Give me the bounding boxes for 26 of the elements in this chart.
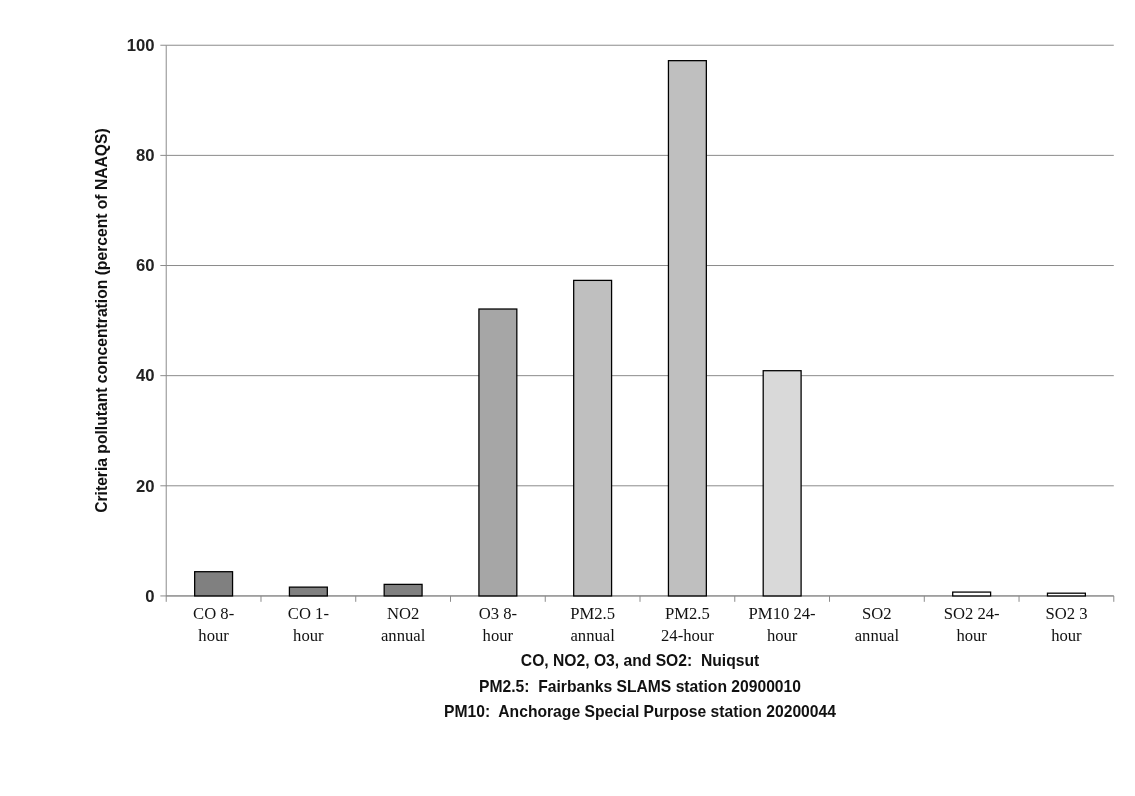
bar [1046,592,1087,597]
y-tick-label: 0 [145,586,155,606]
x-tick-label: NO2 annual [380,604,426,646]
bar [952,591,992,597]
x-tick-label: PM2.5 annual [570,604,616,646]
y-tick-label: 100 [126,36,155,56]
x-tick-label: CO 8-hour [193,604,235,646]
x-tick-label: SO2 3 hour [1045,604,1088,646]
bar [762,370,802,597]
text: CO, NO2, O3, and SO2: Nuiqsut [520,652,760,670]
x-tick-label: PM10 24-hour [748,604,816,646]
y-axis-title: Criteria pollutant concentration (percent of NAAQS) [93,128,111,513]
text: PM2.5: Fairbanks SLAMS station 20900010 [479,677,802,695]
text: PM10: Anchorage Special Purpose station 20200044 [444,703,837,721]
y-tick-label: 80 [135,146,155,166]
bar [667,60,707,597]
bar [573,279,613,597]
x-tick-label: SO2 annual [854,604,900,646]
x-tick-label: O3 8-hour [478,604,518,646]
y-tick-label: 60 [135,256,155,276]
y-tick-label: 40 [135,366,155,386]
bar [478,308,518,597]
y-tick-label: 20 [135,476,155,496]
x-tick-label: CO 1-hour [287,604,329,646]
x-tick-label: SO2 24-hour [943,604,1000,646]
x-tick-label: PM2.5 24-hour [661,604,715,646]
